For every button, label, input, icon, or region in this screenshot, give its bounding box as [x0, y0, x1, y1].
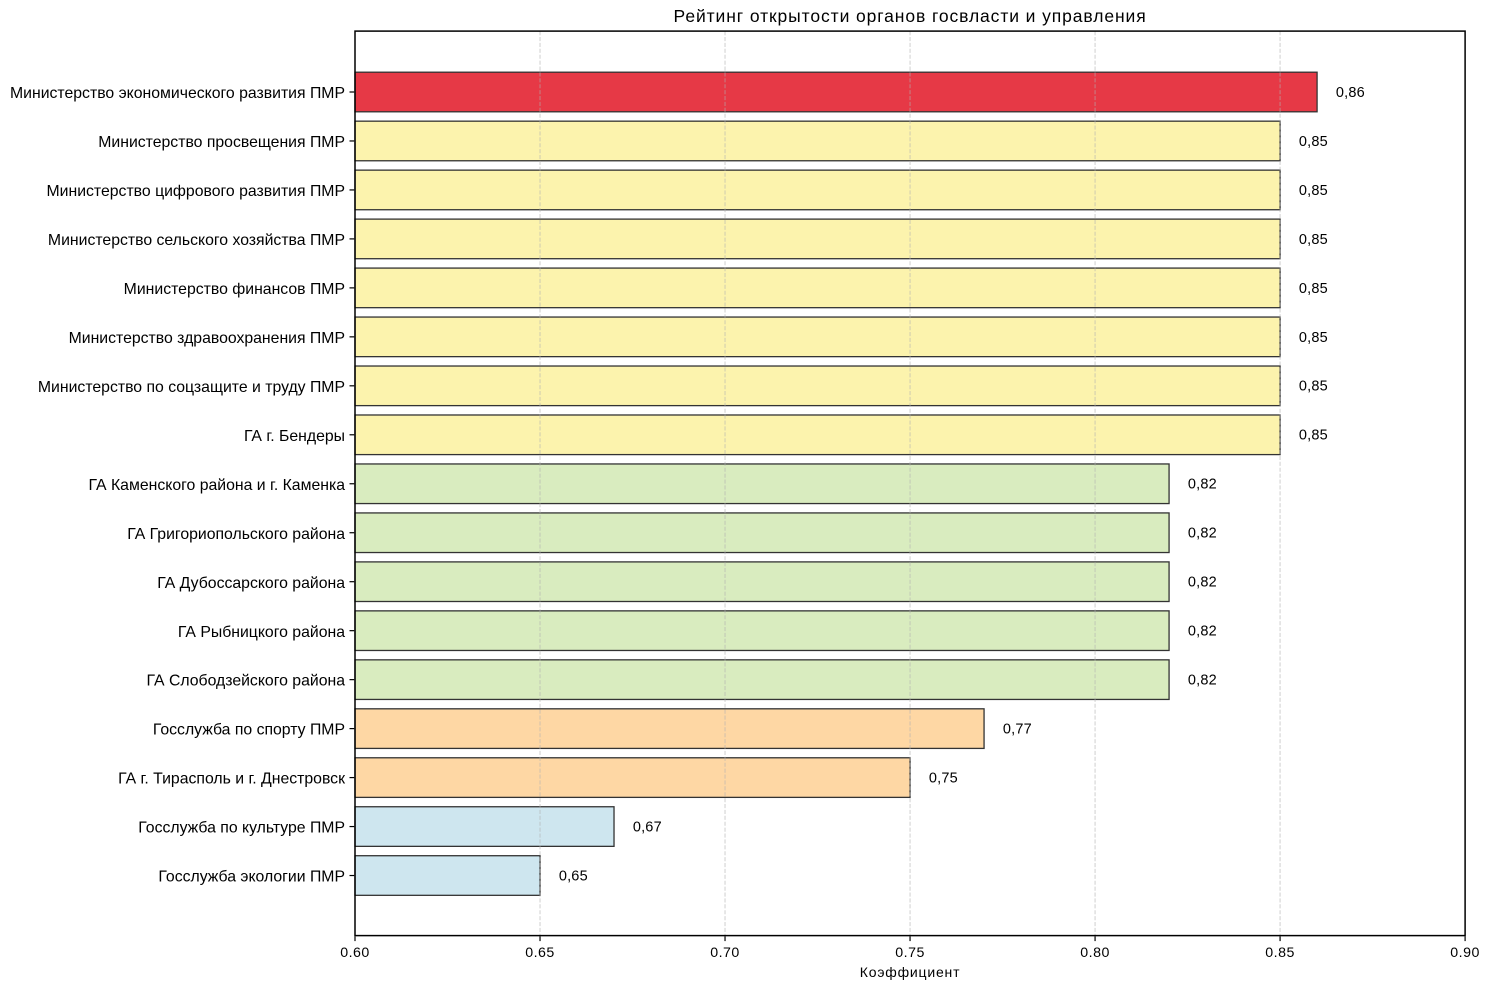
svg-text:0,85: 0,85: [1299, 281, 1328, 297]
svg-text:0,82: 0,82: [1188, 624, 1217, 640]
svg-text:0.80: 0.80: [1080, 945, 1110, 961]
svg-text:Министерство экономического ра: Министерство экономического развития ПМР: [10, 85, 345, 102]
svg-text:ГА Слободзейского района: ГА Слободзейского района: [147, 673, 346, 690]
svg-text:0,65: 0,65: [559, 868, 588, 884]
svg-text:ГА Дубоссарского района: ГА Дубоссарского района: [157, 575, 345, 592]
svg-text:0,82: 0,82: [1188, 575, 1217, 591]
svg-text:0,85: 0,85: [1299, 428, 1328, 444]
svg-text:Госслужба экологии ПМР: Госслужба экологии ПМР: [158, 869, 345, 886]
svg-text:0,67: 0,67: [633, 819, 662, 835]
svg-text:0,85: 0,85: [1299, 379, 1328, 395]
svg-text:0,82: 0,82: [1188, 673, 1217, 689]
svg-text:0.85: 0.85: [1265, 945, 1295, 961]
svg-text:Министерство просвещения ПМР: Министерство просвещения ПМР: [98, 134, 345, 151]
svg-text:ГА г. Бендеры: ГА г. Бендеры: [244, 428, 345, 445]
svg-text:ГА Рыбницкого района: ГА Рыбницкого района: [178, 624, 345, 641]
svg-text:0,85: 0,85: [1299, 232, 1328, 248]
svg-text:Министерство сельского хозяйст: Министерство сельского хозяйства ПМР: [48, 232, 345, 249]
svg-text:ГА г. Тирасполь и г. Днестровс: ГА г. Тирасполь и г. Днестровск: [118, 771, 345, 788]
svg-text:0.65: 0.65: [525, 945, 555, 961]
svg-text:Госслужба по спорту ПМР: Госслужба по спорту ПМР: [153, 722, 345, 739]
svg-text:ГА Каменского района и г. Каме: ГА Каменского района и г. Каменка: [89, 477, 346, 494]
svg-text:0.60: 0.60: [340, 945, 370, 961]
svg-text:0.75: 0.75: [895, 945, 925, 961]
svg-text:ГА Григориопольского района: ГА Григориопольского района: [127, 526, 345, 543]
svg-text:Министерство по соцзащите и тр: Министерство по соцзащите и труду ПМР: [38, 379, 345, 396]
svg-text:Министерство здравоохранения П: Министерство здравоохранения ПМР: [69, 330, 345, 347]
svg-text:Коэффициент: Коэффициент: [860, 964, 961, 980]
svg-text:0,77: 0,77: [1003, 722, 1032, 738]
svg-text:0,82: 0,82: [1188, 477, 1217, 493]
svg-text:Министерство цифрового развити: Министерство цифрового развития ПМР: [46, 183, 345, 200]
svg-text:Министерство финансов ПМР: Министерство финансов ПМР: [124, 281, 345, 298]
svg-text:0,85: 0,85: [1299, 330, 1328, 346]
svg-text:0,75: 0,75: [929, 770, 958, 786]
svg-text:0,85: 0,85: [1299, 134, 1328, 150]
svg-text:0,86: 0,86: [1336, 85, 1365, 101]
svg-text:0,82: 0,82: [1188, 526, 1217, 542]
svg-text:Рейтинг открытости органов гос: Рейтинг открытости органов госвласти и у…: [674, 6, 1147, 26]
svg-text:0.70: 0.70: [710, 945, 740, 961]
svg-text:Госслужба по культуре ПМР: Госслужба по культуре ПМР: [138, 820, 345, 837]
svg-text:0.90: 0.90: [1450, 945, 1480, 961]
svg-text:0,85: 0,85: [1299, 183, 1328, 199]
